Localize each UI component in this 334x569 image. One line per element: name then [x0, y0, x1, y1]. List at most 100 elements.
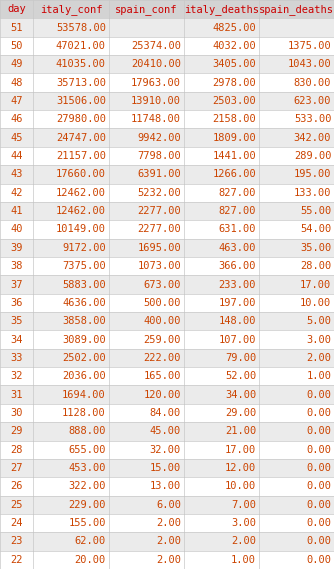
Bar [109, 73, 184, 92]
Text: 2277.00: 2277.00 [137, 206, 181, 216]
Bar [109, 459, 184, 477]
Text: 259.00: 259.00 [144, 335, 181, 345]
Bar [259, 349, 334, 367]
Bar [184, 165, 259, 184]
Text: 673.00: 673.00 [144, 279, 181, 290]
Text: 5232.00: 5232.00 [137, 188, 181, 197]
Bar [184, 440, 259, 459]
Text: 0.00: 0.00 [306, 408, 331, 418]
Text: 2.00: 2.00 [156, 537, 181, 546]
Text: 0.00: 0.00 [306, 537, 331, 546]
Text: 17660.00: 17660.00 [56, 170, 106, 179]
Text: 35713.00: 35713.00 [56, 77, 106, 88]
Bar [0, 349, 33, 367]
Bar [259, 147, 334, 165]
Text: 10149.00: 10149.00 [56, 224, 106, 234]
Text: 1441.00: 1441.00 [212, 151, 256, 161]
Text: 453.00: 453.00 [68, 463, 106, 473]
Bar [0, 477, 33, 496]
Bar [259, 312, 334, 331]
Text: 3858.00: 3858.00 [62, 316, 106, 326]
Bar [0, 92, 33, 110]
Text: 55.00: 55.00 [300, 206, 331, 216]
Bar [33, 129, 109, 147]
Bar [184, 73, 259, 92]
Bar [184, 238, 259, 257]
Text: 54.00: 54.00 [300, 224, 331, 234]
Bar [259, 551, 334, 569]
Text: 17963.00: 17963.00 [131, 77, 181, 88]
Bar [33, 514, 109, 532]
Bar [33, 73, 109, 92]
Bar [259, 275, 334, 294]
Text: 5883.00: 5883.00 [62, 279, 106, 290]
Bar [259, 385, 334, 404]
Text: 2036.00: 2036.00 [62, 372, 106, 381]
Bar [0, 551, 33, 569]
Text: 23: 23 [10, 537, 23, 546]
Text: 0.00: 0.00 [306, 445, 331, 455]
Text: 107.00: 107.00 [219, 335, 256, 345]
Bar [184, 404, 259, 422]
Text: 0.00: 0.00 [306, 426, 331, 436]
Bar [259, 73, 334, 92]
Bar [109, 147, 184, 165]
Bar [33, 440, 109, 459]
Text: 27980.00: 27980.00 [56, 114, 106, 124]
Text: 34: 34 [10, 335, 23, 345]
Bar [109, 367, 184, 385]
Text: 148.00: 148.00 [219, 316, 256, 326]
Text: 1375.00: 1375.00 [288, 41, 331, 51]
Text: 44: 44 [10, 151, 23, 161]
Bar [184, 202, 259, 220]
Text: 0.00: 0.00 [306, 481, 331, 492]
Text: 62.00: 62.00 [74, 537, 106, 546]
Text: 10.00: 10.00 [300, 298, 331, 308]
Bar [184, 55, 259, 73]
Text: 165.00: 165.00 [144, 372, 181, 381]
Text: 20.00: 20.00 [74, 555, 106, 565]
Bar [259, 404, 334, 422]
Text: 17.00: 17.00 [225, 445, 256, 455]
Bar [184, 275, 259, 294]
Text: 20410.00: 20410.00 [131, 59, 181, 69]
Bar [184, 496, 259, 514]
Text: 33: 33 [10, 353, 23, 363]
Text: 27: 27 [10, 463, 23, 473]
Bar [33, 459, 109, 477]
Text: 1695.00: 1695.00 [137, 243, 181, 253]
Text: 84.00: 84.00 [150, 408, 181, 418]
Text: 3.00: 3.00 [306, 335, 331, 345]
Bar [259, 514, 334, 532]
Text: 12462.00: 12462.00 [56, 188, 106, 197]
Text: 2978.00: 2978.00 [212, 77, 256, 88]
Bar [184, 257, 259, 275]
Bar [33, 385, 109, 404]
Bar [33, 0, 109, 18]
Text: 50: 50 [10, 41, 23, 51]
Bar [109, 331, 184, 349]
Bar [184, 367, 259, 385]
Bar [259, 110, 334, 129]
Bar [109, 514, 184, 532]
Bar [109, 404, 184, 422]
Text: 4825.00: 4825.00 [212, 23, 256, 32]
Text: 79.00: 79.00 [225, 353, 256, 363]
Text: 11748.00: 11748.00 [131, 114, 181, 124]
Text: 631.00: 631.00 [219, 224, 256, 234]
Bar [184, 532, 259, 551]
Bar [259, 440, 334, 459]
Text: 3089.00: 3089.00 [62, 335, 106, 345]
Bar [109, 37, 184, 55]
Bar [33, 404, 109, 422]
Text: spain_deaths: spain_deaths [259, 4, 334, 15]
Bar [259, 257, 334, 275]
Bar [184, 92, 259, 110]
Text: 229.00: 229.00 [68, 500, 106, 510]
Bar [109, 477, 184, 496]
Bar [33, 257, 109, 275]
Bar [184, 0, 259, 18]
Bar [33, 349, 109, 367]
Bar [259, 129, 334, 147]
Bar [184, 422, 259, 440]
